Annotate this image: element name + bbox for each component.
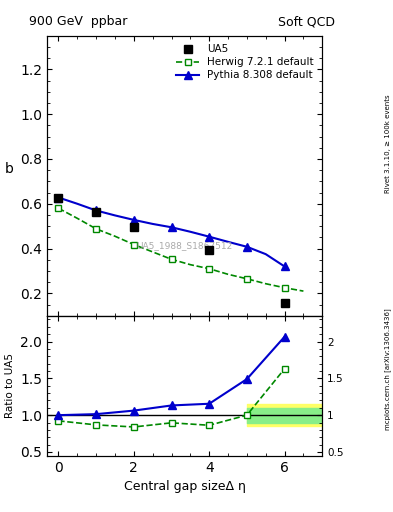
- Y-axis label: Ratio to UA5: Ratio to UA5: [5, 353, 15, 418]
- X-axis label: Central gap sizeΔ η: Central gap sizeΔ η: [124, 480, 246, 493]
- Text: mcplots.cern.ch [arXiv:1306.3436]: mcplots.cern.ch [arXiv:1306.3436]: [384, 308, 391, 430]
- Text: Soft QCD: Soft QCD: [278, 15, 335, 28]
- Y-axis label: b: b: [5, 162, 14, 176]
- Text: UA5_1988_S1867512: UA5_1988_S1867512: [137, 241, 233, 250]
- Text: Rivet 3.1.10, ≥ 100k events: Rivet 3.1.10, ≥ 100k events: [385, 94, 391, 193]
- Legend: UA5, Herwig 7.2.1 default, Pythia 8.308 default: UA5, Herwig 7.2.1 default, Pythia 8.308 …: [173, 41, 317, 83]
- Text: 900 GeV  ppbar: 900 GeV ppbar: [29, 15, 128, 28]
